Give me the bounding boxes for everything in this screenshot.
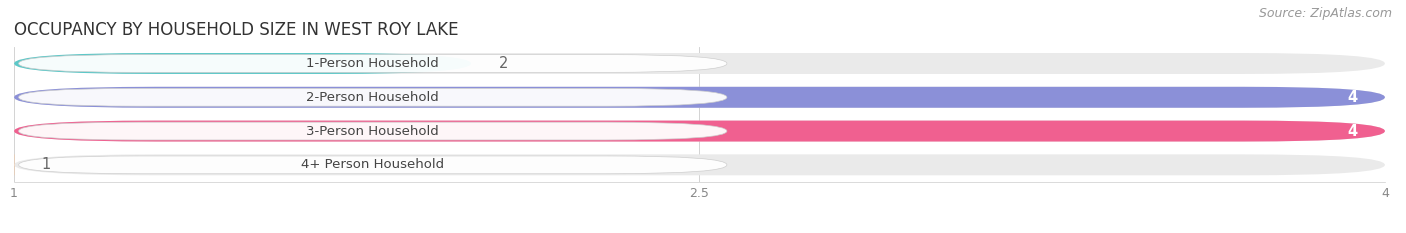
Text: 2-Person Household: 2-Person Household	[307, 91, 439, 104]
FancyBboxPatch shape	[14, 53, 471, 74]
FancyBboxPatch shape	[18, 122, 727, 140]
FancyBboxPatch shape	[18, 156, 727, 174]
Text: 4: 4	[1347, 90, 1358, 105]
Text: 3-Person Household: 3-Person Household	[307, 125, 439, 137]
FancyBboxPatch shape	[14, 53, 1385, 74]
Text: 4+ Person Household: 4+ Person Household	[301, 158, 444, 171]
Text: 4: 4	[1347, 123, 1358, 139]
FancyBboxPatch shape	[14, 121, 1385, 141]
Text: 1: 1	[42, 157, 51, 172]
Text: Source: ZipAtlas.com: Source: ZipAtlas.com	[1258, 7, 1392, 20]
FancyBboxPatch shape	[18, 55, 727, 72]
FancyBboxPatch shape	[14, 87, 1385, 108]
FancyBboxPatch shape	[14, 87, 1385, 108]
FancyBboxPatch shape	[18, 88, 727, 106]
Text: 1-Person Household: 1-Person Household	[307, 57, 439, 70]
Text: OCCUPANCY BY HOUSEHOLD SIZE IN WEST ROY LAKE: OCCUPANCY BY HOUSEHOLD SIZE IN WEST ROY …	[14, 21, 458, 39]
Text: 2: 2	[499, 56, 508, 71]
FancyBboxPatch shape	[14, 154, 1385, 175]
FancyBboxPatch shape	[14, 121, 1385, 141]
